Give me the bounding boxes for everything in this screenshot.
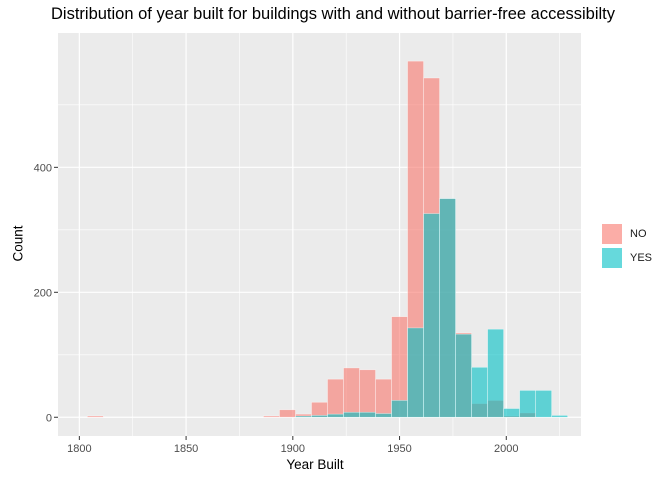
histogram-bar-yes — [519, 390, 536, 418]
x-tick-label: 1800 — [67, 443, 91, 455]
histogram-bar-yes — [359, 411, 376, 418]
histogram-bar-yes — [423, 213, 440, 418]
legend-item-yes: YES — [602, 246, 652, 270]
legend: NO YES — [602, 222, 652, 270]
histogram-bar-yes — [343, 411, 360, 418]
y-tick-label: 0 — [46, 412, 52, 424]
x-axis-title: Year Built — [286, 457, 344, 472]
histogram-bar-no — [263, 415, 280, 418]
chart-title: Distribution of year built for buildings… — [51, 5, 616, 23]
histogram-bar-yes — [391, 400, 408, 418]
histogram-bar-yes — [295, 415, 312, 418]
legend-label-yes: YES — [630, 252, 653, 264]
histogram-bar-no — [359, 369, 376, 418]
histogram-bar-yes — [455, 333, 472, 418]
histogram-bar-no — [375, 378, 392, 418]
x-tick-label: 1900 — [281, 443, 305, 455]
histogram-bar-no — [279, 409, 296, 418]
histogram-bar-yes — [551, 415, 568, 418]
legend-swatch-no — [602, 224, 622, 244]
legend-label-no: NO — [630, 228, 647, 240]
histogram-bar-no — [87, 415, 104, 418]
histogram-bar-yes — [375, 413, 392, 418]
histogram-bar-yes — [471, 366, 488, 418]
histogram-bar-yes — [439, 198, 456, 418]
legend-swatch-yes — [602, 248, 622, 268]
histogram-bar-yes — [311, 415, 328, 418]
histogram-bar-no — [311, 401, 328, 418]
histogram-bar-yes — [535, 390, 552, 418]
histogram-bar-yes — [327, 413, 344, 418]
x-tick-label: 2000 — [494, 443, 518, 455]
legend-item-no: NO — [602, 222, 652, 246]
y-tick-label: 400 — [34, 162, 52, 174]
histogram-bar-no — [327, 378, 344, 418]
x-tick-label: 1850 — [174, 443, 198, 455]
y-tick-label: 200 — [34, 287, 52, 299]
histogram-bar-yes — [503, 408, 520, 418]
histogram-bar-no — [343, 367, 360, 418]
histogram-bar-yes — [407, 327, 424, 418]
histogram-bar-yes — [487, 328, 504, 418]
x-tick-label: 1950 — [387, 443, 411, 455]
